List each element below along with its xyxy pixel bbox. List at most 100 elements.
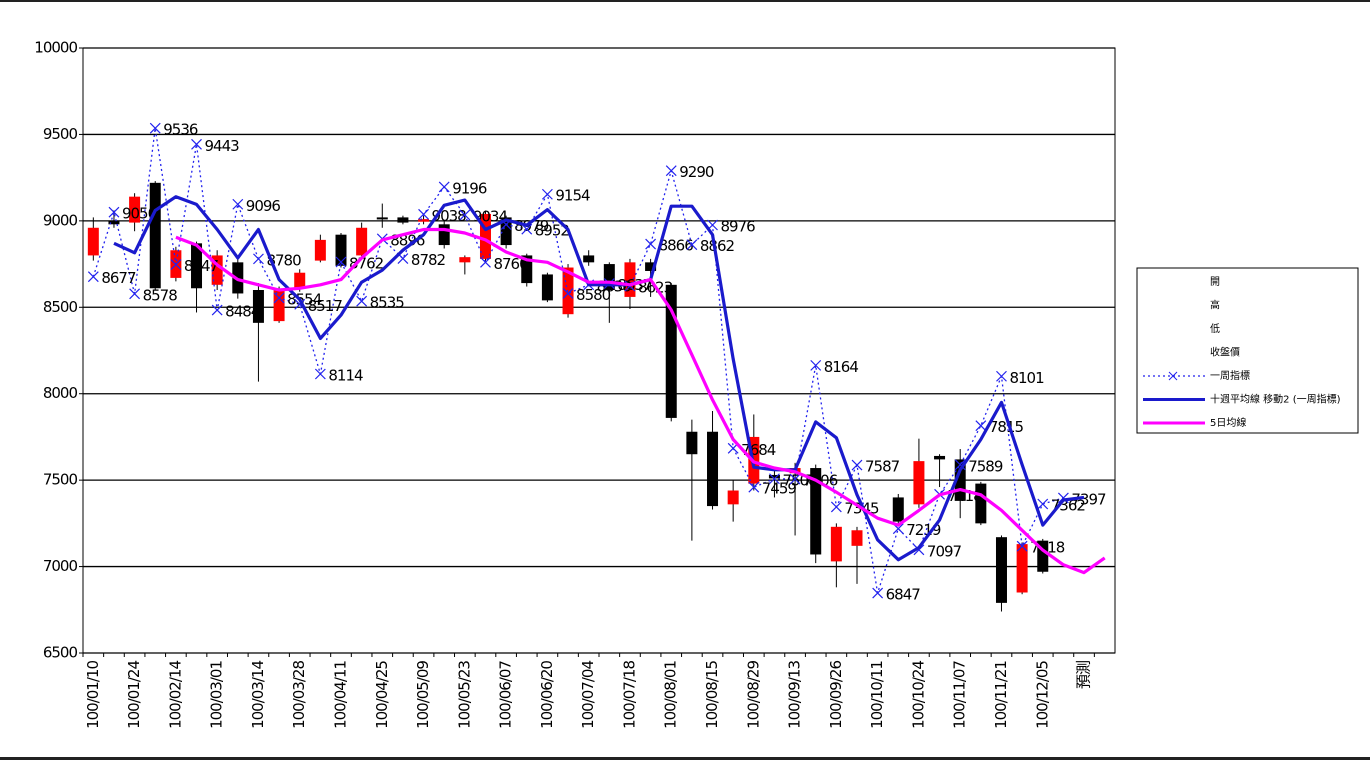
data-label: 7506 bbox=[803, 472, 838, 490]
bottom-border bbox=[0, 757, 1370, 760]
point-marker bbox=[87, 271, 99, 283]
x-tick-label: 100/08/15 bbox=[703, 661, 721, 729]
x-tick-label: 100/03/14 bbox=[249, 661, 267, 729]
candle-body bbox=[1037, 540, 1049, 572]
point-marker bbox=[769, 473, 780, 485]
candle-body bbox=[479, 213, 491, 259]
candle-body bbox=[583, 255, 595, 263]
x-tick-label: 100/06/07 bbox=[497, 661, 515, 729]
candle-body bbox=[768, 474, 780, 479]
x-tick-label: 100/01/24 bbox=[125, 661, 143, 729]
candle-body bbox=[356, 227, 368, 256]
point-marker bbox=[686, 239, 698, 251]
y-tick-label: 10000 bbox=[34, 39, 77, 57]
y-tick-label: 7000 bbox=[43, 557, 78, 575]
point-marker bbox=[789, 473, 801, 485]
x-tick-label: 100/03/28 bbox=[290, 661, 308, 729]
point-marker bbox=[748, 481, 760, 493]
x-tick-label: 100/10/24 bbox=[909, 661, 927, 729]
x-tick-label: 100/04/11 bbox=[332, 661, 350, 729]
point-marker bbox=[356, 295, 368, 307]
candle-body bbox=[892, 497, 904, 522]
legend-marker bbox=[1168, 371, 1178, 381]
candle-body bbox=[1016, 544, 1028, 593]
x-tick-label: 100/01/10 bbox=[84, 661, 102, 729]
series-line bbox=[175, 227, 1106, 575]
data-label: 6847 bbox=[886, 586, 921, 604]
point-marker bbox=[480, 256, 491, 268]
candle-body bbox=[108, 220, 120, 225]
data-label: 8780 bbox=[266, 251, 301, 269]
point-marker bbox=[1037, 498, 1049, 510]
candle-body bbox=[376, 217, 388, 220]
candle-body bbox=[314, 239, 326, 261]
data-label: 8862 bbox=[700, 237, 735, 255]
data-label: 9443 bbox=[205, 137, 240, 155]
data-label: 9536 bbox=[163, 121, 198, 139]
point-marker bbox=[645, 238, 657, 250]
candle-body bbox=[397, 217, 409, 223]
data-label: 8114 bbox=[328, 367, 363, 385]
point-marker bbox=[1057, 492, 1069, 504]
data-label: 8101 bbox=[1009, 369, 1044, 387]
point-marker bbox=[418, 208, 429, 220]
data-label: 8747 bbox=[184, 257, 219, 275]
data-label: 7118 bbox=[1030, 539, 1065, 557]
x-tick-label: 100/04/25 bbox=[373, 661, 391, 729]
point-marker bbox=[851, 459, 863, 471]
y-tick-label: 8000 bbox=[43, 384, 78, 402]
point-marker bbox=[273, 292, 285, 304]
x-tick-label: 100/05/23 bbox=[455, 661, 473, 729]
data-label: 8517 bbox=[308, 297, 343, 315]
y-tick-label: 8500 bbox=[43, 298, 78, 316]
point-marker bbox=[253, 253, 264, 265]
data-label: 7097 bbox=[927, 542, 962, 560]
data-label: 8782 bbox=[411, 251, 446, 269]
data-label: 8677 bbox=[101, 269, 136, 287]
candle-body bbox=[830, 526, 842, 562]
x-tick-label: 100/09/26 bbox=[827, 661, 845, 729]
point-marker bbox=[810, 359, 822, 371]
data-label: 7815 bbox=[989, 418, 1024, 436]
legend-label: 開 bbox=[1210, 276, 1220, 288]
data-label: 9034 bbox=[473, 207, 508, 225]
data-label: 9050 bbox=[122, 205, 157, 223]
data-label: 7219 bbox=[906, 521, 941, 539]
candle-body bbox=[438, 224, 450, 246]
x-tick-label: 100/02/14 bbox=[166, 661, 184, 729]
data-label: 8580 bbox=[576, 286, 611, 304]
data-label: 9290 bbox=[679, 163, 714, 181]
x-tick-label: 100/10/11 bbox=[868, 661, 886, 729]
data-label: 9154 bbox=[555, 187, 590, 205]
point-marker bbox=[1016, 540, 1028, 552]
data-label: 8535 bbox=[370, 294, 405, 312]
point-marker bbox=[872, 587, 884, 599]
point-marker bbox=[665, 165, 677, 177]
legend-label: 一周指標 bbox=[1210, 369, 1250, 382]
point-marker bbox=[191, 138, 202, 150]
candle-body bbox=[191, 243, 203, 289]
candle-body bbox=[459, 257, 471, 263]
x-tick-label: 100/08/29 bbox=[744, 661, 762, 729]
x-tick-label: 100/06/20 bbox=[538, 661, 556, 729]
x-tick-label: 100/12/05 bbox=[1033, 661, 1051, 729]
candle-body bbox=[294, 272, 306, 289]
point-marker bbox=[232, 198, 244, 210]
data-label: 8484 bbox=[225, 303, 260, 321]
candle-body bbox=[521, 255, 533, 284]
series-line bbox=[113, 195, 1085, 562]
data-label: 8760 bbox=[493, 255, 528, 273]
data-label: 8979 bbox=[514, 217, 549, 235]
candle-body bbox=[975, 483, 987, 524]
data-label: 7587 bbox=[865, 458, 900, 476]
candle-body bbox=[727, 490, 739, 505]
data-label: 7397 bbox=[1071, 490, 1106, 508]
point-marker bbox=[129, 288, 141, 300]
candle-body bbox=[87, 227, 99, 256]
data-label: 9096 bbox=[246, 197, 281, 215]
x-tick-label: 100/07/04 bbox=[579, 661, 597, 729]
candle-body bbox=[707, 431, 719, 507]
data-label: 7589 bbox=[968, 457, 1003, 475]
y-tick-label: 9000 bbox=[43, 211, 78, 229]
